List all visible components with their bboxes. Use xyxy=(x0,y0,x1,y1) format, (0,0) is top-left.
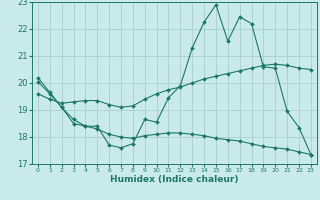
X-axis label: Humidex (Indice chaleur): Humidex (Indice chaleur) xyxy=(110,175,239,184)
